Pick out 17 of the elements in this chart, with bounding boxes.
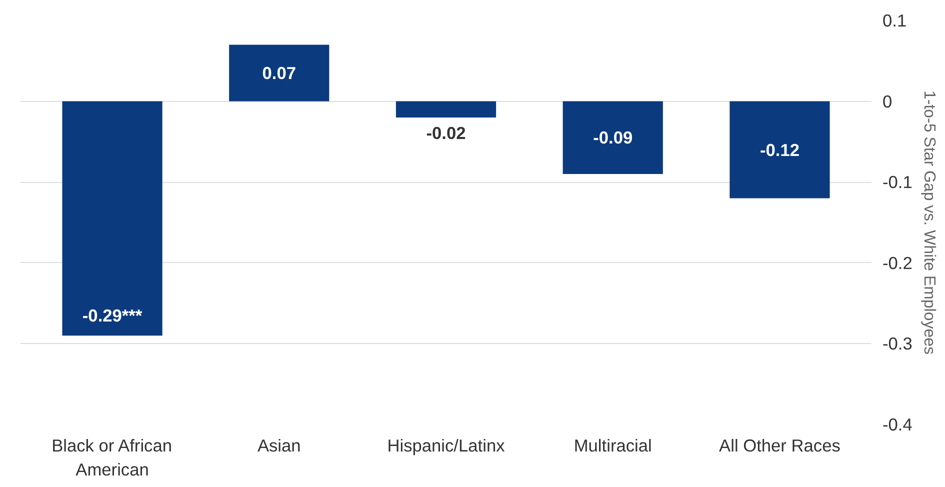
data-label: -0.29*** (82, 305, 142, 326)
x-tick-label: Hispanic/Latinx (387, 436, 506, 456)
y-tick-label: -0.1 (882, 172, 912, 192)
x-tick-label: Multiracial (574, 436, 652, 456)
y-tick-label: -0.3 (882, 334, 912, 354)
y-tick-label: 0.1 (882, 10, 907, 30)
y-tick-label: -0.2 (882, 252, 912, 273)
y-axis-title: 1-to-5 Star Gap vs. White Employees (920, 90, 938, 355)
data-label: 0.07 (262, 63, 296, 84)
data-label: -0.02 (426, 123, 466, 144)
x-tick-label: All Other Races (719, 436, 841, 456)
x-tick-label: Black or African American (52, 436, 172, 480)
data-label: -0.12 (760, 140, 800, 160)
y-tick-label: 0 (882, 91, 892, 112)
x-tick-label: Asian (257, 436, 301, 456)
y-tick-label: -0.4 (882, 414, 913, 434)
data-label: -0.09 (593, 128, 633, 148)
